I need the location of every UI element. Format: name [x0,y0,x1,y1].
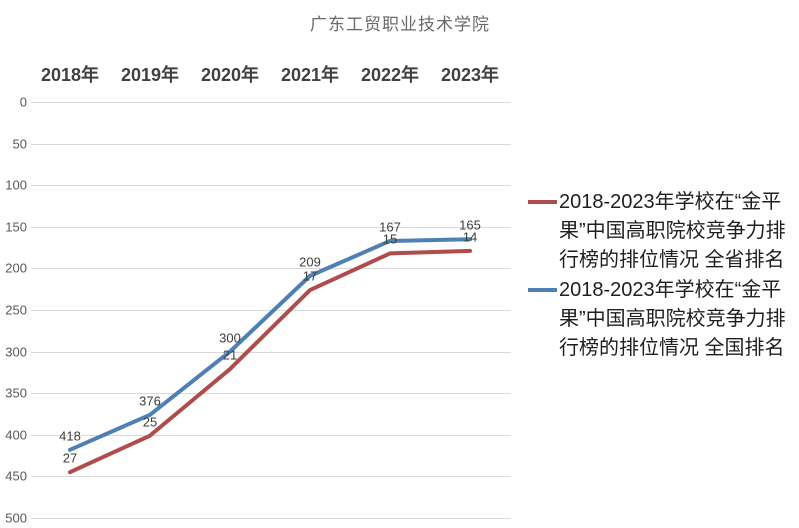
legend: 2018-2023年学校在“金平果”中国高职院校竞争力排行榜的排位情况 全省排名… [528,188,794,364]
x-axis-tick-label: 2023年 [440,65,500,85]
x-axis-tick-label: 2021年 [280,65,340,85]
gridline [31,143,511,145]
gridline [31,185,511,187]
gridline [31,351,511,353]
y-axis-tick-label: 250 [5,302,27,318]
data-label-national: 300 [219,330,241,346]
y-axis-tick-label: 200 [5,260,27,276]
y-axis-tick-label: 0 [19,94,27,110]
x-axis-tick-label: 2022年 [360,65,420,85]
data-label-national: 376 [139,393,161,409]
gridline [31,268,511,270]
y-axis-tick-label: 500 [5,510,27,526]
y-axis-tick-label: 350 [5,385,27,401]
y-axis-tick-label: 450 [5,468,27,484]
legend-item-label: 2018-2023年学校在“金平果”中国高职院校竞争力排行榜的排位情况 全省排名 [559,191,786,271]
national-series-dash-icon [528,288,557,292]
x-axis-tick-label: 2019年 [120,65,180,85]
data-label-national: 165 [459,217,481,233]
gridline [31,434,511,436]
gridline [31,518,511,519]
y-axis-tick-label: 100 [5,177,27,193]
x-axis-tick-label: 2020年 [200,65,260,85]
x-axis-tick-label: 2018年 [40,65,100,85]
data-label-province: 17 [302,268,318,284]
y-axis-tick-label: 400 [5,427,27,443]
legend-item: 2018-2023年学校在“金平果”中国高职院校竞争力排行榜的排位情况 全省排名 [528,188,794,275]
data-label-national: 418 [59,428,81,444]
legend-item-label: 2018-2023年学校在“金平果”中国高职院校竞争力排行榜的排位情况 全国排名 [559,279,786,359]
data-label-national: 209 [299,254,321,270]
y-axis-tick-label: 50 [12,136,27,152]
data-label-province: 14 [462,229,478,245]
gridline [31,102,511,103]
gridline [31,393,511,395]
data-label-province: 27 [62,450,78,466]
gridline [31,476,511,478]
data-label-province: 15 [382,231,398,247]
legend-item: 2018-2023年学校在“金平果”中国高职院校竞争力排行榜的排位情况 全国排名 [528,276,794,363]
national-rank-line [68,237,472,452]
province-rank-line [68,248,472,475]
data-label-province: 21 [222,347,238,363]
data-label-national: 167 [379,219,401,235]
y-axis-tick-label: 300 [5,344,27,360]
gridline [31,226,511,228]
data-label-province: 25 [142,414,158,430]
chart-title: 广东工贸职业技术学院 [310,15,490,34]
y-axis-tick-label: 150 [5,219,27,235]
province-series-dash-icon [528,200,557,204]
